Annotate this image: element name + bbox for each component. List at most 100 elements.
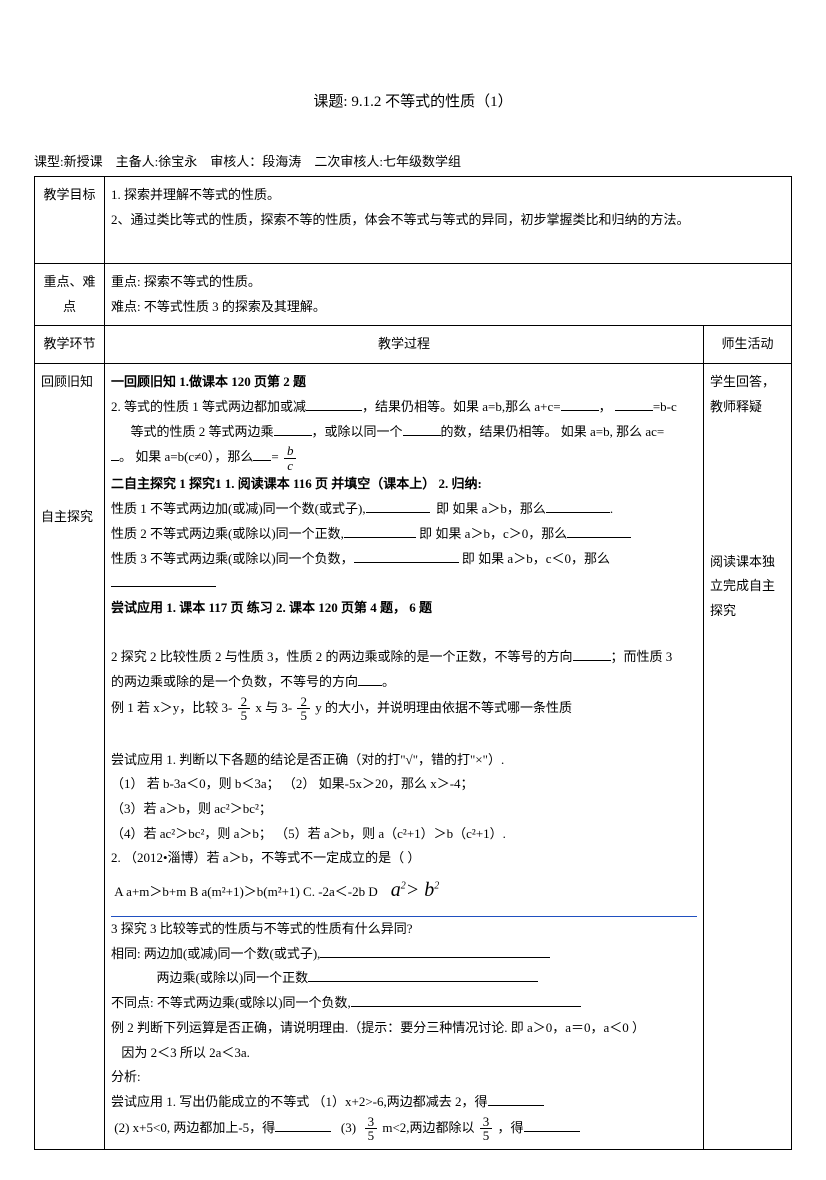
example2-title: 例 2 判断下列运算是否正确，请说明理由.（提示：要分三种情况讨论. 即 a＞0… xyxy=(111,1016,697,1041)
try2-3: （3）若 a＞b，则 ac²＞bc²； xyxy=(111,797,697,822)
t: A a+m＞b+m B a(m²+1)＞b(m²+1) C. -2a＜-2b D xyxy=(114,884,378,899)
diff-1: 不同点: 不等式两边乘(或除以)同一个负数, xyxy=(111,991,697,1016)
t: 即 如果 a＞b，c＜0，那么 xyxy=(462,551,610,566)
goal-line1: 1. 探索并理解不等式的性质。 xyxy=(111,183,785,208)
t: 性质 1 不等式两边加(或减)同一个数(或式子), xyxy=(111,501,366,516)
blank xyxy=(546,501,610,513)
t: m<2,两边都除以 xyxy=(382,1120,474,1135)
meta-author-label: 主备人: xyxy=(116,154,159,169)
t: ；而性质 3 xyxy=(611,649,673,664)
page-title: 课题: 9.1.2 不等式的性质（1） xyxy=(34,90,792,111)
meta-row: 课型:新授课 主备人:徐宝永 审核人：段海涛 二次审核人:七年级数学组 xyxy=(34,151,792,170)
meta-type-label: 课型: xyxy=(34,154,64,169)
t: 的数，结果仍相等。 如果 a=b, 那么 ac= xyxy=(441,424,665,439)
kd-line1: 重点: 探索不等式的性质。 xyxy=(111,270,785,295)
t: 即 如果 a＞b，那么 xyxy=(436,501,546,516)
t: 两边乘(或除以)同一个正数 xyxy=(157,970,309,985)
t: x 与 3- xyxy=(255,700,292,715)
t: 即 如果 a＞b，c＞0，那么 xyxy=(419,526,567,541)
t: =b-c xyxy=(653,399,677,414)
process-cell: 一回顾旧知 1.做课本 120 页第 2 题 2. 等式的性质 1 等式两边都加… xyxy=(105,364,704,1150)
t: ，结果仍相等。如果 a=b,那么 a+c= xyxy=(362,399,561,414)
try2-4: （4）若 ac²＞bc²，则 a＞b； （5）若 a＞b，则 a（c²+1）＞b… xyxy=(111,822,697,847)
blank xyxy=(306,398,362,410)
stage-review: 回顾旧知 xyxy=(41,370,98,395)
activity-header: 师生活动 xyxy=(703,326,791,364)
blank xyxy=(615,398,653,410)
lesson-table: 教学目标 1. 探索并理解不等式的性质。 2、通过类比等式的性质，探索不等的性质… xyxy=(34,176,792,1150)
blank xyxy=(567,526,631,538)
goal-content: 1. 探索并理解不等式的性质。 2、通过类比等式的性质，探索不等的性质，体会不等… xyxy=(105,177,792,264)
kd-line2: 难点: 不等式性质 3 的探索及其理解。 xyxy=(111,295,785,320)
kd-label: 重点、难点 xyxy=(35,264,105,326)
blank xyxy=(354,550,459,562)
stage-cell: 回顾旧知 自主探究 xyxy=(35,364,105,1150)
t: 。 xyxy=(382,674,395,689)
t: 2 探究 2 比较性质 2 与性质 3，性质 2 的两边乘或除的是一个正数，不等… xyxy=(111,649,573,664)
sec1-line3: 等式的性质 2 等式两边乘 ，或除以同一个 的数，结果仍相等。 如果 a=b, 那么… xyxy=(111,420,697,445)
t: 尝试应用 1. 写出仍能成立的不等式 （1）x+2>-6,两边都减去 2，得 xyxy=(111,1094,488,1109)
fraction-2-5b: 25 xyxy=(297,695,310,723)
row-goal: 教学目标 1. 探索并理解不等式的性质。 2、通过类比等式的性质，探索不等的性质… xyxy=(35,177,792,264)
row-body: 回顾旧知 自主探究 一回顾旧知 1.做课本 120 页第 2 题 2. 等式的性… xyxy=(35,364,792,1150)
blank xyxy=(320,945,550,957)
meta-reviewer2-value: 七年级数学组 xyxy=(383,154,461,169)
blank xyxy=(111,575,216,587)
blank xyxy=(308,970,538,982)
blank xyxy=(111,449,119,461)
example2-b: 分析: xyxy=(111,1065,697,1090)
t: 相同: 两边加(或减)同一个数(或式子), xyxy=(111,946,320,961)
t: (3) xyxy=(341,1120,356,1135)
explore3-title: 3 探究 3 比较等式的性质与不等式的性质有什么异同? xyxy=(111,917,697,942)
blank xyxy=(366,501,430,513)
goal-line2: 2、通过类比等式的性质，探索不等的性质，体会不等式与等式的异同，初步掌握类比和归… xyxy=(111,208,785,233)
t: 例 1 若 x＞y，比较 3- xyxy=(111,700,232,715)
t: 等式的性质 2 等式两边乘 xyxy=(131,424,274,439)
explore2-line2: 的两边乘或除的是一个负数，不等号的方向 。 xyxy=(111,670,697,695)
t: 的两边乘或除的是一个负数，不等号的方向 xyxy=(111,674,358,689)
sec1-title: 一回顾旧知 1.做课本 120 页第 2 题 xyxy=(111,370,697,395)
process-header: 教学过程 xyxy=(105,326,704,364)
meta-reviewer2-label: 二次审核人: xyxy=(314,154,383,169)
activity-2: 阅读课本独立完成自主探究 xyxy=(710,550,785,624)
blank xyxy=(488,1094,544,1106)
blank xyxy=(561,398,599,410)
activity-1: 学生回答，教师释疑 xyxy=(710,370,785,419)
fraction-b-c: bc xyxy=(284,444,297,472)
blank xyxy=(344,526,416,538)
stage-header: 教学环节 xyxy=(35,326,105,364)
example1: 例 1 若 x＞y，比较 3- 25 x 与 3- 25 y 的大小，并说明理由… xyxy=(111,695,697,723)
meta-reviewer-label: 审核人： xyxy=(210,154,262,169)
goal-label: 教学目标 xyxy=(35,177,105,264)
blank xyxy=(274,423,312,435)
options-row: A a+m＞b+m B a(m²+1)＞b(m²+1) C. -2a＜-2b D… xyxy=(111,871,697,909)
t: . xyxy=(610,501,613,516)
row-header: 教学环节 教学过程 师生活动 xyxy=(35,326,792,364)
try2-1: （1） 若 b-3a＜0，则 b＜3a； （2） 如果-5x＞20，那么 x＞-… xyxy=(111,772,697,797)
prop2: 性质 2 不等式两边乘(或除以)同一个正数, 即 如果 a＞b，c＞0，那么 xyxy=(111,522,697,547)
t: 性质 2 不等式两边乘(或除以)同一个正数, xyxy=(111,526,344,541)
example2-a: 因为 2＜3 所以 2a＜3a. xyxy=(111,1041,697,1066)
same-1: 相同: 两边加(或减)同一个数(或式子), xyxy=(111,942,697,967)
sec2-title: 二自主探究 1 探究1 1. 阅读课本 116 页 并填空（课本上） 2. 归纳… xyxy=(111,472,697,497)
try2-title: 尝试应用 1. 判断以下各题的结论是否正确（对的打"√"，错的打"×"）. xyxy=(111,748,697,773)
blank xyxy=(524,1119,580,1131)
meta-author-value: 徐宝永 xyxy=(158,154,197,169)
try3-title: 尝试应用 1. 写出仍能成立的不等式 （1）x+2>-6,两边都减去 2，得 xyxy=(111,1090,697,1115)
t: y 的大小，并说明理由依据不等式哪一条性质 xyxy=(315,700,572,715)
prop3-blank xyxy=(111,571,697,596)
t: (2) x+5<0, 两边都加上-5，得 xyxy=(114,1120,275,1135)
fraction-3-5a: 35 xyxy=(365,1115,378,1143)
t: ，或除以同一个 xyxy=(312,424,403,439)
blank xyxy=(358,674,382,686)
meta-type-value: 新授课 xyxy=(64,154,103,169)
fraction-2-5a: 25 xyxy=(238,695,251,723)
prop1: 性质 1 不等式两边加(或减)同一个数(或式子), 即 如果 a＞b，那么. xyxy=(111,497,697,522)
blank xyxy=(403,423,441,435)
sec1-line4: 。 如果 a=b(c≠0），那么= bc xyxy=(111,444,697,472)
stage-explore: 自主探究 xyxy=(41,505,98,530)
row-key: 重点、难点 重点: 探索不等式的性质。 难点: 不等式性质 3 的探索及其理解。 xyxy=(35,264,792,326)
prop3: 性质 3 不等式两边乘(或除以)同一个负数， 即 如果 a＞b，c＜0，那么 xyxy=(111,547,697,572)
fraction-3-5b: 35 xyxy=(480,1115,493,1143)
t: 。 如果 a=b(c≠0），那么 xyxy=(119,449,253,464)
